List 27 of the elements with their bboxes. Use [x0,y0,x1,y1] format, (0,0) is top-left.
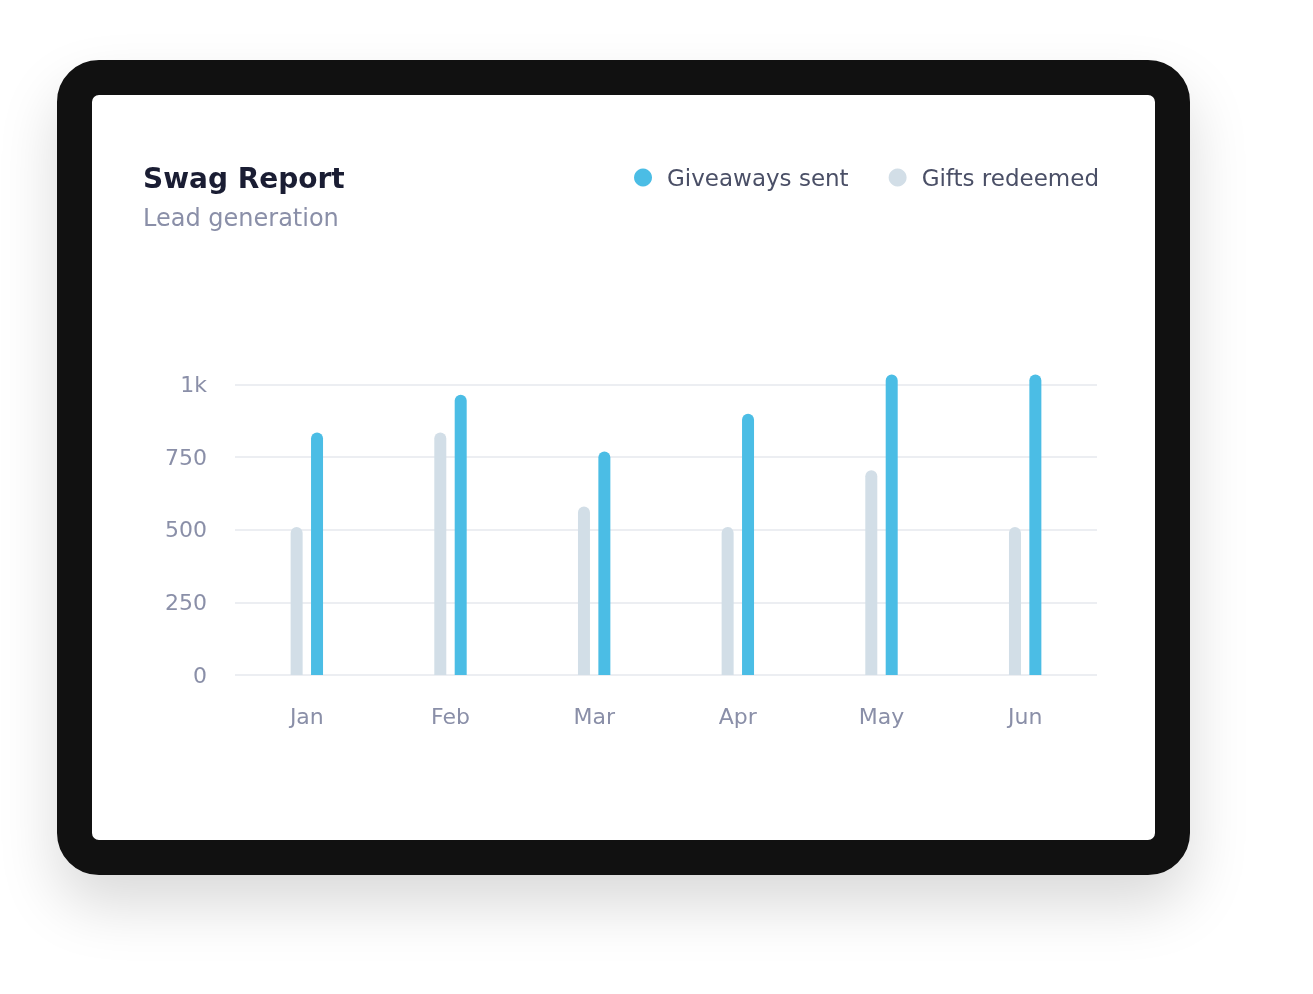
legend-label: Giveaways sent [667,164,849,191]
bar [577,506,590,675]
bar [742,413,755,675]
chart-title: Swag Report [143,161,345,195]
bar [454,394,467,675]
y-tick-label: 500 [165,517,207,543]
y-tick-label: 750 [165,444,207,470]
x-tick-label: Jun [1005,703,1043,729]
x-tick-label: Apr [718,703,758,729]
bar [434,432,447,675]
bar [721,526,734,675]
x-tick-label: Jan [287,703,324,729]
y-tick-label: 0 [193,662,207,688]
bar [865,470,878,675]
y-tick-label: 1k [180,372,208,398]
bar [311,432,324,675]
bar [885,374,898,675]
bar [290,526,303,675]
y-tick-label: 250 [165,589,207,615]
chart-subtitle: Lead generation [143,204,339,232]
bar [1029,374,1042,675]
legend-label: Gifts redeemed [921,164,1099,191]
bar [1008,526,1021,675]
bar [598,451,611,675]
x-tick-label: Mar [573,703,616,729]
x-tick-label: May [858,703,905,729]
x-tick-label: Feb [431,703,470,729]
